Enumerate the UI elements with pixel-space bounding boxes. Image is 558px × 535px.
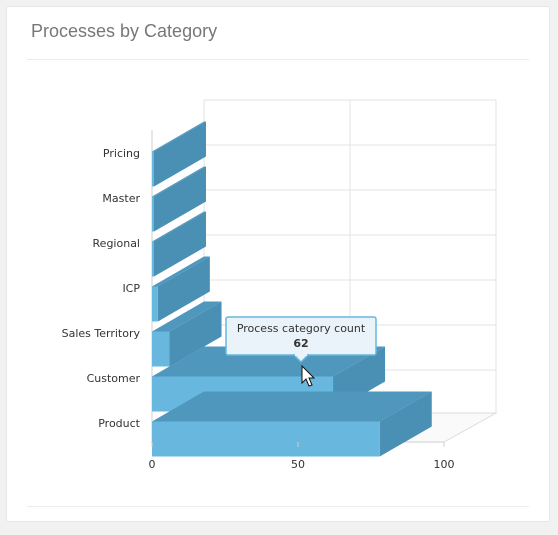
x-tick-label: 0 (149, 458, 156, 471)
bars (152, 121, 432, 457)
category-label: Customer (87, 372, 141, 385)
x-tick-label: 100 (434, 458, 455, 471)
mouse-cursor-icon (301, 364, 316, 387)
panel-footer-divider (27, 506, 529, 507)
bar[interactable] (152, 301, 222, 367)
tooltip-value: 62 (293, 337, 308, 350)
x-tick-label: 50 (291, 458, 305, 471)
x-tick-labels: 0 50 100 (149, 442, 455, 471)
tooltip-label: Process category count (237, 322, 366, 335)
category-label: Pricing (103, 147, 140, 160)
bar[interactable] (152, 121, 206, 187)
category-label: Master (102, 192, 140, 205)
bar[interactable] (152, 391, 432, 457)
category-label: ICP (122, 282, 140, 295)
panel-divider (27, 59, 529, 60)
bar[interactable] (152, 166, 206, 232)
category-label: Regional (93, 237, 140, 250)
bar[interactable] (152, 211, 206, 277)
category-label: Sales Territory (62, 327, 141, 340)
category-labels: Pricing Master Regional ICP Sales Territory C… (62, 147, 141, 430)
category-label: Product (98, 417, 140, 430)
panel-title: Processes by Category (31, 21, 218, 41)
tooltip: Process category count 62 (225, 316, 377, 364)
bar[interactable] (152, 256, 210, 322)
